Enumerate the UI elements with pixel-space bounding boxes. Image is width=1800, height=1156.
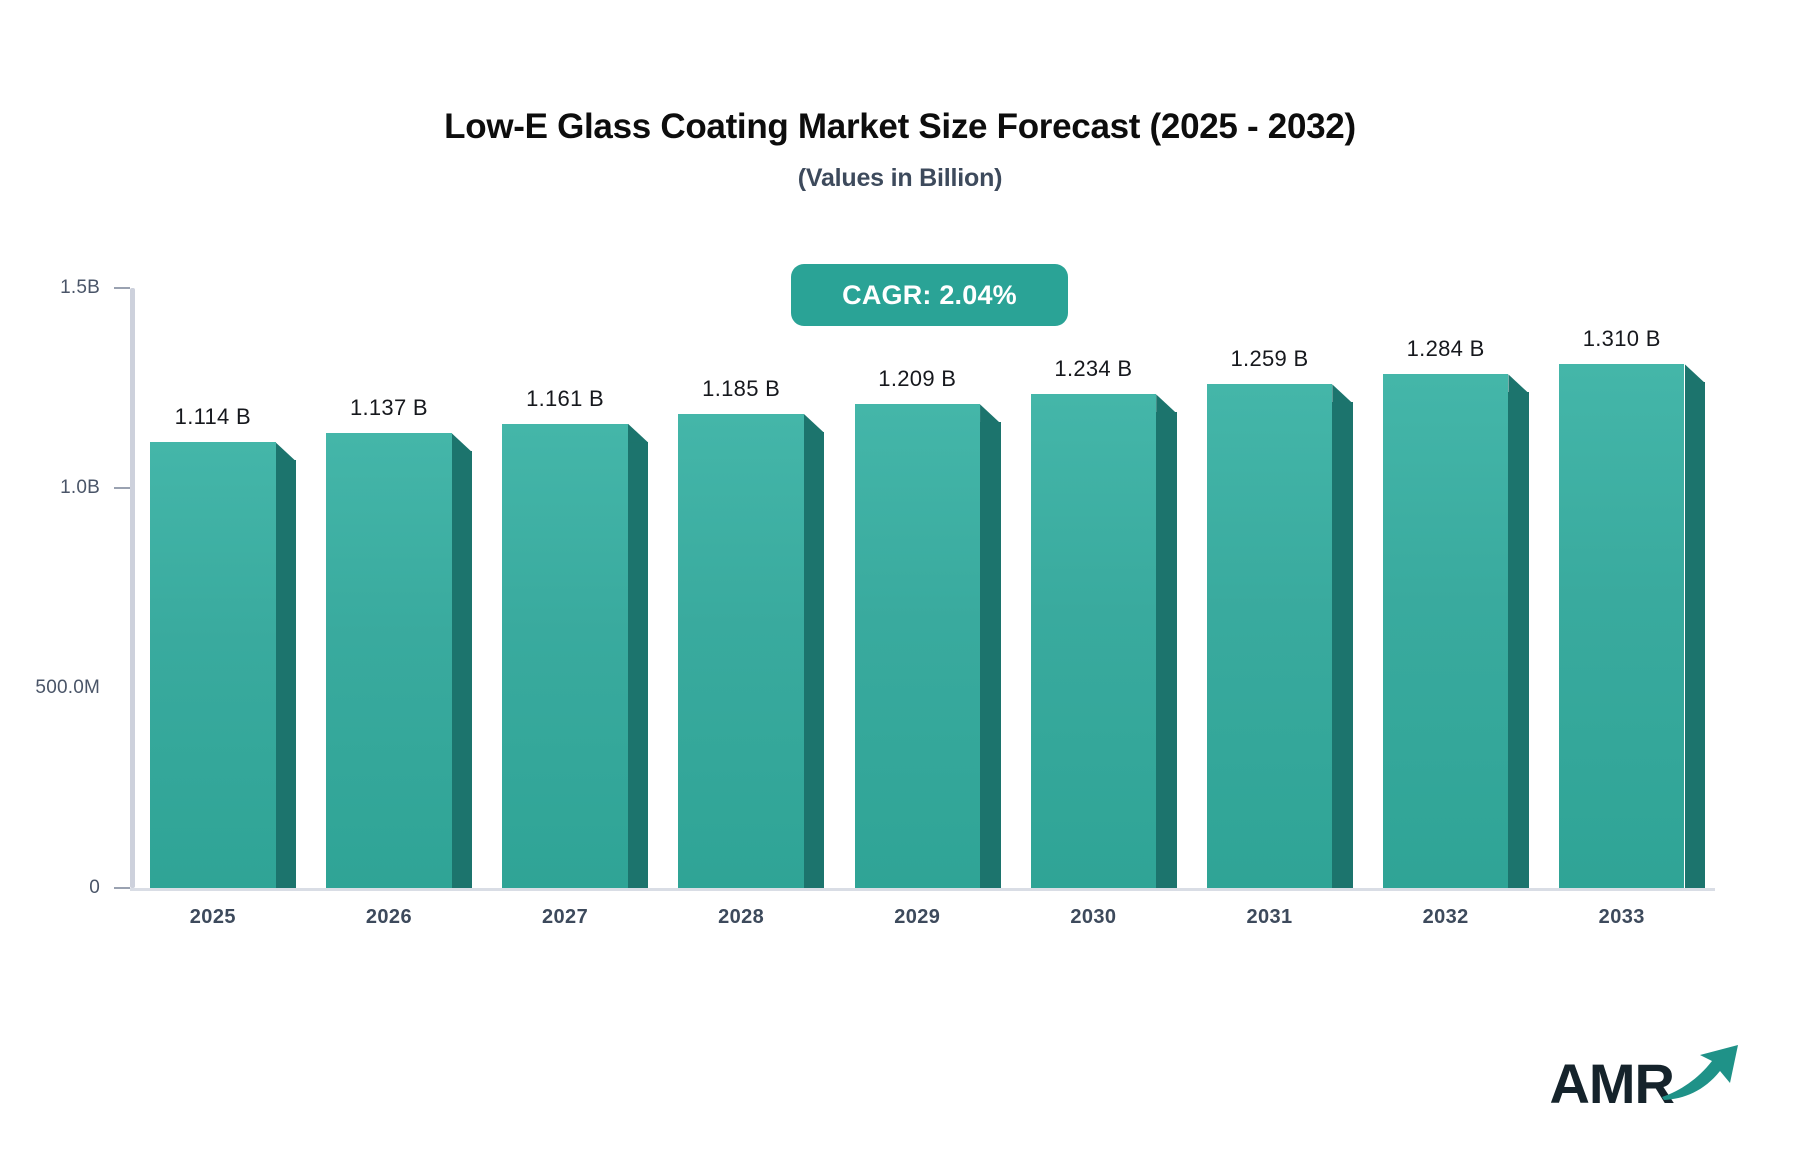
x-axis-tick-label: 2032 — [1422, 906, 1469, 928]
bar-top-bevel — [275, 442, 297, 462]
bar-front-face — [1382, 374, 1509, 888]
bar[interactable]: 1.185 B — [678, 376, 825, 888]
bar[interactable]: 1.114 B — [150, 404, 297, 888]
bar-body — [854, 404, 1001, 888]
bar-top-bevel — [1332, 384, 1353, 404]
x-axis-line — [130, 888, 1715, 891]
plot-area: 1.5B 1.0B 500.0M 0 1.114 B 1.137 B 1.161 B 1.1… — [35, 277, 1720, 898]
x-axis-tick-label: 2030 — [1070, 906, 1117, 928]
bar[interactable]: 1.234 B — [1030, 356, 1177, 888]
y-axis-tick-mark — [114, 687, 130, 689]
bar-value-label: 1.259 B — [1230, 346, 1309, 372]
bar[interactable]: 1.161 B — [502, 386, 649, 888]
bar-top-bevel — [803, 414, 825, 433]
bar-value-label: 1.234 B — [1054, 356, 1133, 382]
y-axis-tick-label: 500.0M — [35, 677, 100, 698]
bar-front-face — [678, 414, 804, 888]
bar-side-face — [1508, 392, 1529, 888]
y-axis-tick-label: 1.5B — [60, 277, 100, 298]
bar[interactable]: 1.284 B — [1382, 336, 1529, 888]
bar-top-bevel — [980, 404, 1001, 424]
bar-side-face — [1684, 382, 1705, 888]
bar-body — [1030, 394, 1177, 888]
cagr-badge-label: CAGR: 2.04% — [842, 279, 1017, 310]
bar-body — [326, 433, 473, 888]
bar-value-label: 1.185 B — [702, 376, 781, 401]
bar-value-label: 1.284 B — [1406, 336, 1485, 362]
y-axis-tick: 500.0M — [0, 677, 130, 699]
y-axis-tick-mark — [114, 287, 130, 289]
bar-side-face — [803, 432, 825, 888]
bar[interactable]: 1.209 B — [854, 366, 1001, 888]
x-axis-tick-label: 2025 — [189, 906, 236, 928]
bar-top-bevel — [1684, 364, 1705, 383]
bar-side-face — [627, 441, 649, 888]
bar-body — [502, 423, 649, 888]
x-axis-tick-label: 2029 — [894, 906, 941, 928]
bar-body — [1558, 364, 1705, 888]
x-axis-tick-label: 2033 — [1598, 906, 1645, 928]
y-axis-tick: 1.5B — [0, 277, 130, 299]
bar-side-face — [980, 422, 1001, 888]
y-axis-tick-mark — [114, 887, 130, 889]
bar-value-label: 1.161 B — [526, 385, 605, 411]
bar-front-face — [502, 423, 628, 888]
bar-body — [678, 414, 825, 888]
bar-front-face — [150, 442, 276, 888]
bar-top-bevel — [451, 433, 473, 453]
bar-body — [1206, 384, 1353, 888]
bar-front-face — [1030, 394, 1157, 888]
bar[interactable]: 1.259 B — [1206, 346, 1353, 888]
cagr-badge: CAGR: 2.04% — [791, 264, 1068, 326]
y-axis-tick: 1.0B — [0, 477, 130, 499]
bar-value-label: 1.114 B — [174, 404, 251, 430]
bar-side-face — [1332, 402, 1353, 888]
title-block: Low-E Glass Coating Market Size Forecast… — [0, 107, 1800, 193]
y-axis-line — [130, 288, 135, 888]
bar-front-face — [1558, 364, 1685, 888]
bar-value-label: 1.137 B — [349, 395, 428, 421]
bar-value-label: 1.209 B — [878, 366, 957, 392]
x-axis-tick-label: 2027 — [542, 906, 589, 928]
chart-subtitle: (Values in Billion) — [797, 163, 1003, 192]
bar-top-bevel — [1156, 394, 1177, 414]
bar-body — [1382, 374, 1529, 888]
x-axis-tick-label: 2031 — [1246, 906, 1293, 928]
y-axis-tick-label: 1.0B — [60, 477, 100, 498]
bar-body — [150, 442, 297, 888]
bar-value-label: 1.310 B — [1582, 326, 1661, 351]
logo-text: AMR — [1549, 1051, 1675, 1115]
x-axis-tick-label: 2028 — [718, 906, 765, 928]
x-axis-labels: 2025 2026 2027 2028 2029 2030 2031 2032 2033 — [135, 906, 1720, 942]
bar-side-face — [1156, 412, 1177, 888]
x-axis-tick-label: 2026 — [365, 906, 412, 928]
bar-series: 1.114 B 1.137 B 1.161 B 1.185 B 1.209 B 1.234… — [135, 288, 1720, 888]
bar-side-face — [275, 460, 297, 888]
bar[interactable]: 1.310 B — [1558, 326, 1705, 888]
bar-side-face — [451, 451, 473, 888]
amr-logo: AMR — [1549, 1041, 1742, 1115]
bar-front-face — [326, 433, 452, 888]
y-axis-tick-label: 0 — [89, 877, 100, 898]
bar-top-bevel — [627, 423, 649, 443]
bar-front-face — [1206, 384, 1333, 888]
bar-top-bevel — [1508, 374, 1529, 394]
y-axis-tick-mark — [114, 487, 130, 489]
bar-front-face — [854, 404, 981, 888]
growth-arrow-icon — [1660, 1041, 1742, 1106]
page-title: Low-E Glass Coating Market Size Forecast… — [444, 107, 1356, 146]
bar[interactable]: 1.137 B — [326, 395, 473, 888]
y-axis-tick: 0 — [0, 877, 130, 899]
